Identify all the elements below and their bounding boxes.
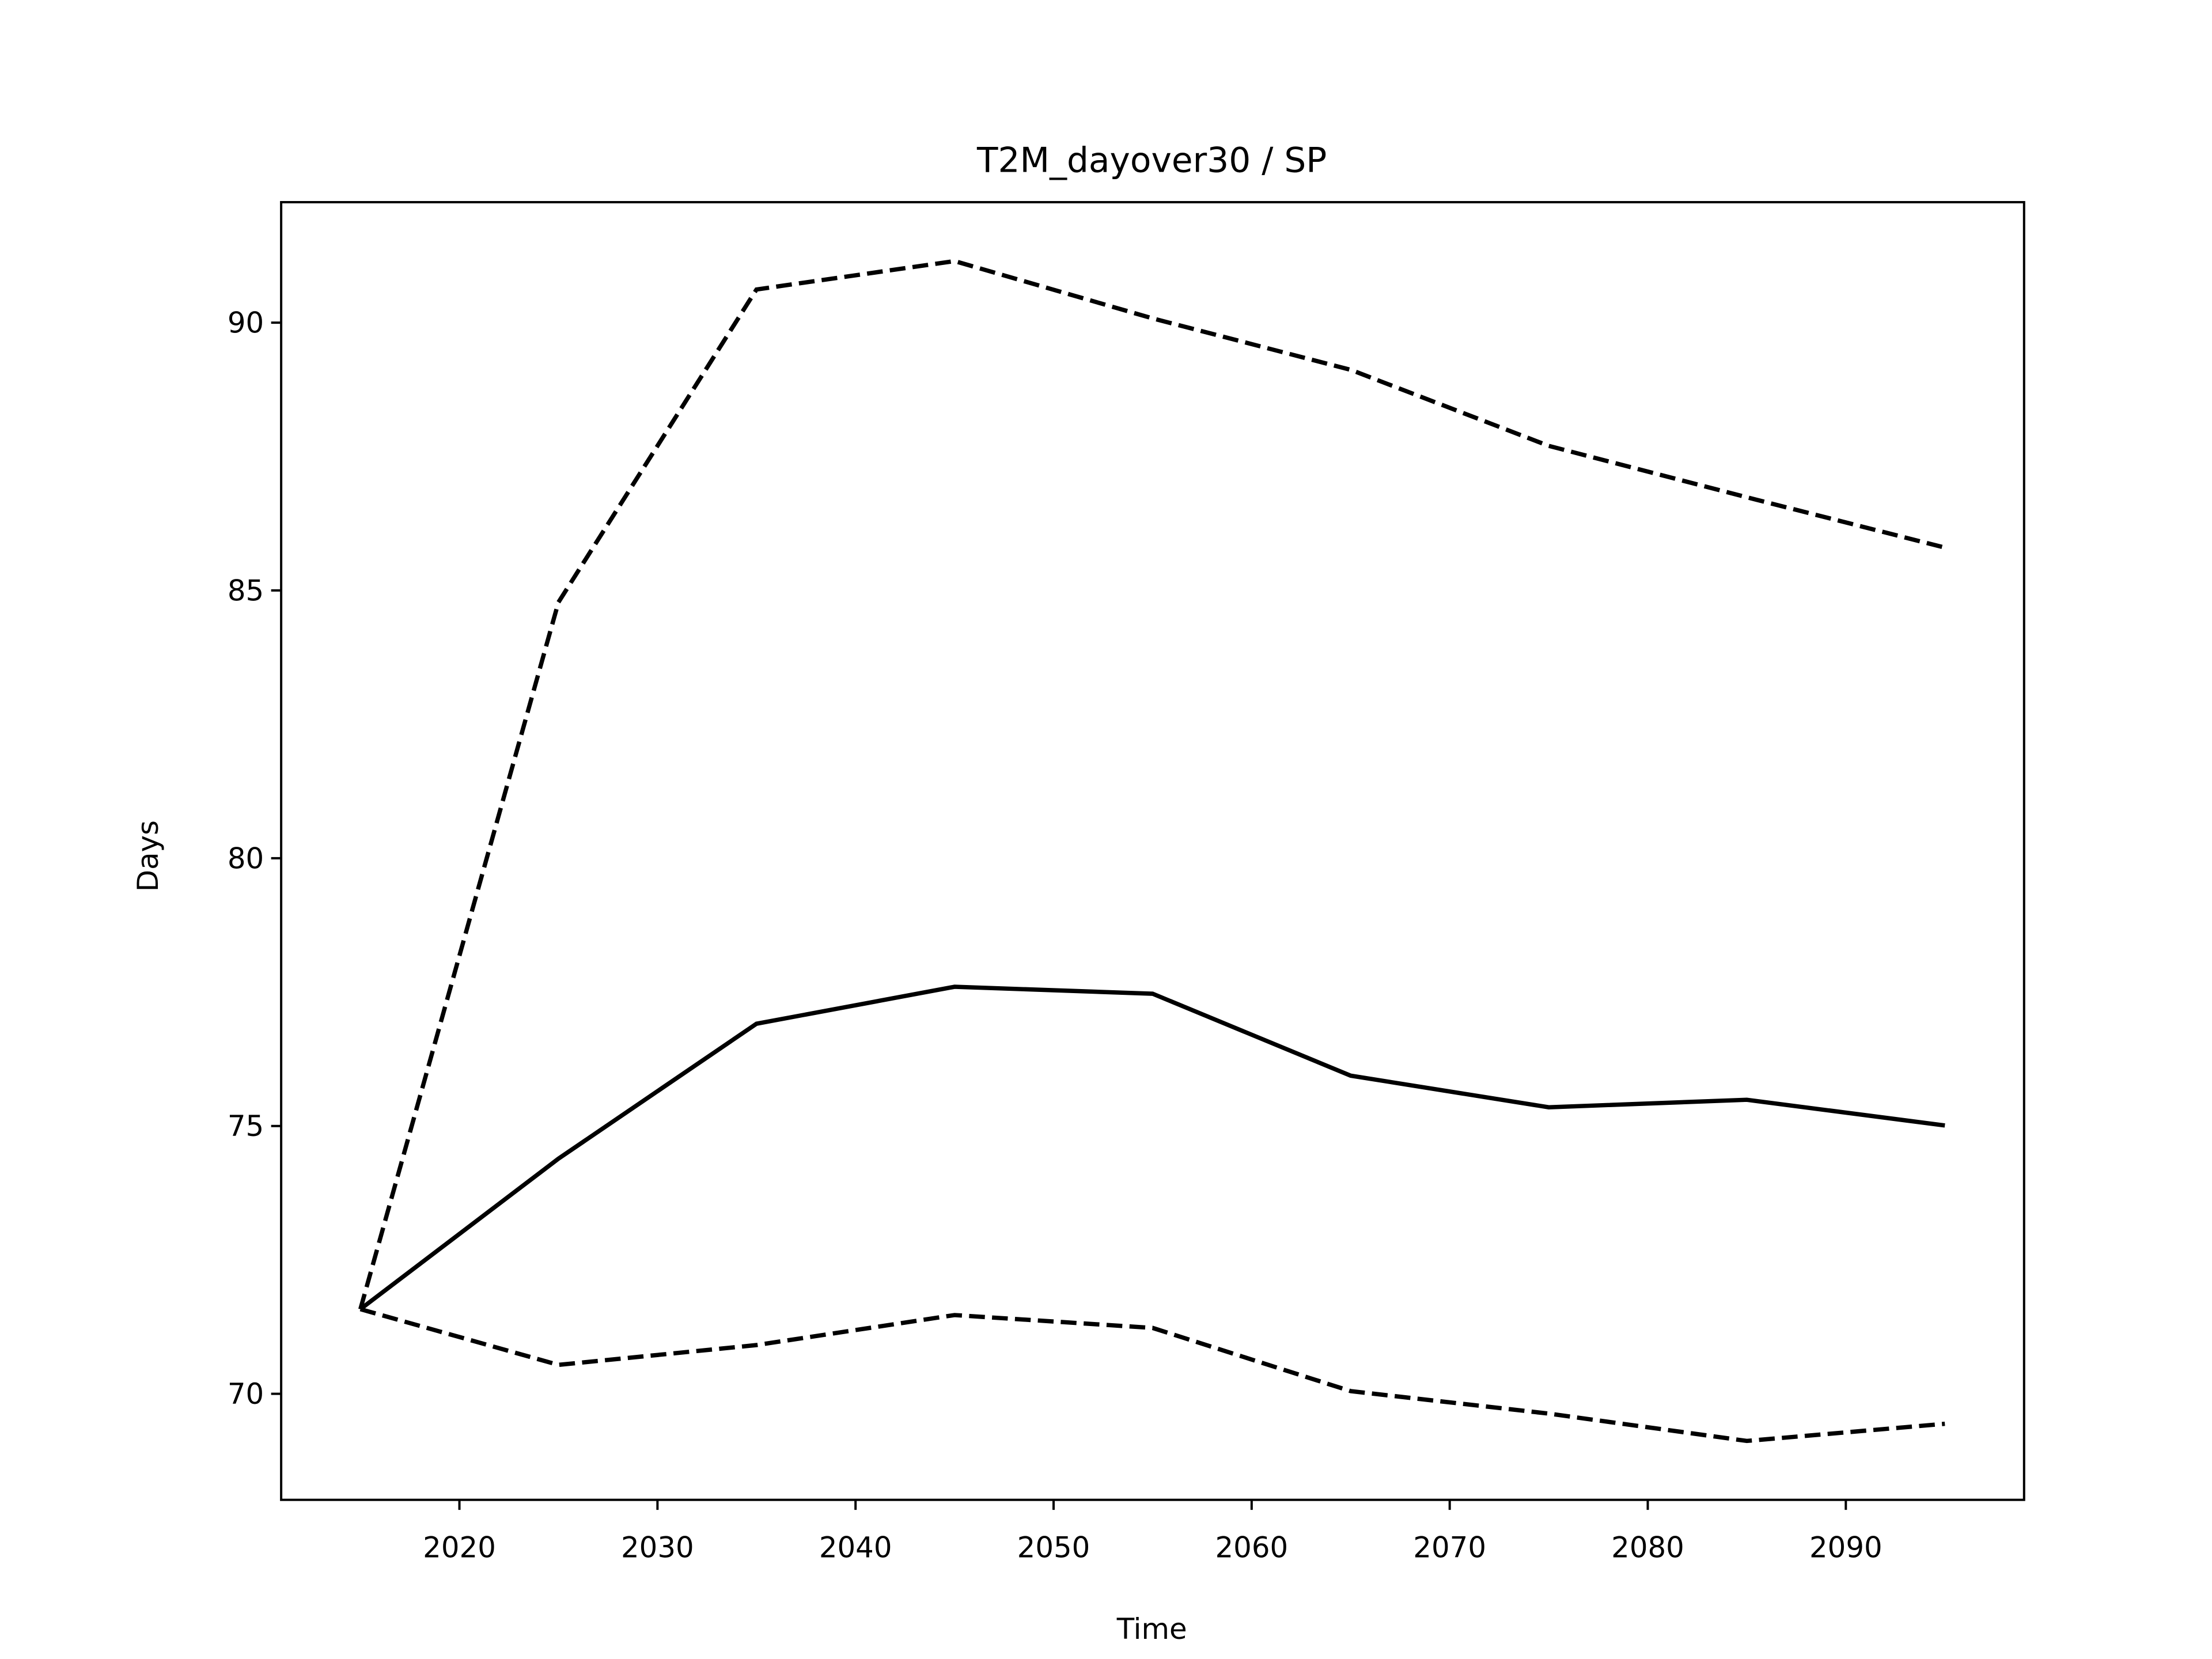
x-tick-label: 2090 bbox=[1809, 1531, 1883, 1564]
plot-frame bbox=[280, 200, 2025, 1501]
x-tick-label: 2080 bbox=[1611, 1531, 1684, 1564]
y-tick-label: 90 bbox=[228, 306, 264, 340]
x-tick-label: 2070 bbox=[1413, 1531, 1486, 1564]
line-series bbox=[359, 1307, 1945, 1444]
y-tick-label: 80 bbox=[228, 842, 264, 875]
line-series bbox=[358, 259, 1946, 1310]
y-axis-label: Days bbox=[131, 820, 165, 892]
line-series bbox=[359, 984, 1945, 1311]
x-tick-label: 2050 bbox=[1017, 1531, 1090, 1564]
x-axis-label: Time bbox=[1116, 1612, 1187, 1646]
x-tick-label: 2020 bbox=[423, 1531, 496, 1564]
x-tick-label: 2030 bbox=[621, 1531, 694, 1564]
y-tick-label: 85 bbox=[228, 574, 264, 607]
x-tick-label: 2040 bbox=[819, 1531, 892, 1564]
chart-title: T2M_dayover30 / SP bbox=[976, 141, 1327, 181]
x-tick-label: 2060 bbox=[1215, 1531, 1288, 1564]
y-tick-label: 70 bbox=[228, 1377, 264, 1411]
y-tick-label: 75 bbox=[228, 1109, 264, 1143]
